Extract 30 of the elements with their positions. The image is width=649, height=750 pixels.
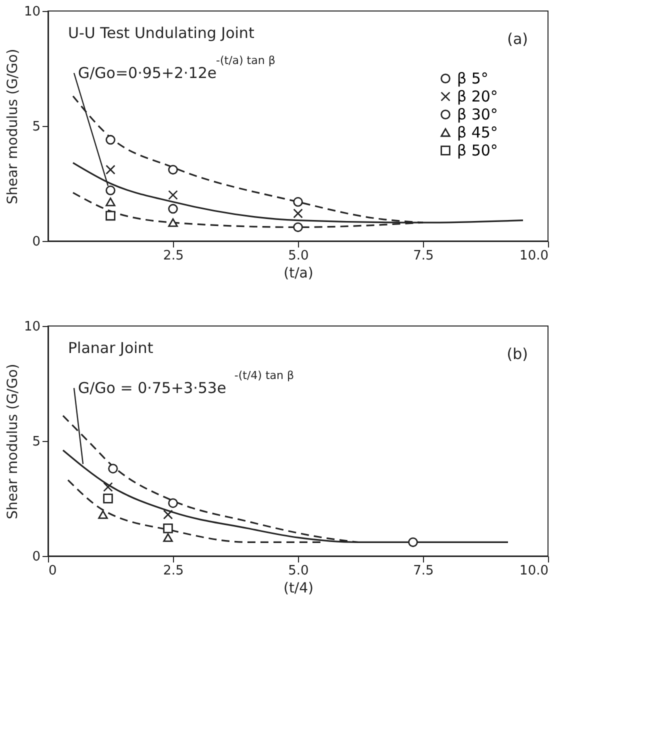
x-tick-label: 7.5 xyxy=(413,564,434,578)
y-axis-title: Shear modulus (G/Go) xyxy=(4,364,21,520)
y-axis-title: Shear modulus (G/Go) xyxy=(4,48,21,204)
y-tick-label: 10 xyxy=(24,320,40,334)
annotation: (b) xyxy=(506,345,528,363)
x-tick-label: 5.0 xyxy=(288,564,309,578)
y-tick-label: 5 xyxy=(32,434,40,450)
legend-label: β 30° xyxy=(457,106,498,124)
y-tick-label: 0 xyxy=(32,234,40,250)
annotation: (a) xyxy=(507,30,528,48)
x-tick-label: 10.0 xyxy=(520,564,548,578)
legend-label: β 45° xyxy=(457,124,498,142)
annotation: G/Go = 0·75+3·53e-(t/4) tan β xyxy=(78,369,294,397)
text: Planar Joint xyxy=(68,339,154,357)
x-tick-label: 10.0 xyxy=(520,248,548,264)
text: U-U Test Undulating Joint xyxy=(68,24,254,42)
x-tick-label: 7.5 xyxy=(413,248,434,264)
x-tick-label: 2.5 xyxy=(163,248,184,264)
x-tick-label: 0 xyxy=(48,564,57,578)
y-tick-label: 5 xyxy=(32,120,40,134)
x-tick-label: 2.5 xyxy=(163,564,184,578)
y-tick-label: 10 xyxy=(24,4,40,20)
annotation: G/Go=0·95+2·12e-(t/a) tan β xyxy=(78,54,276,82)
legend-label: β 20° xyxy=(457,88,498,106)
legend-label: β 50° xyxy=(457,142,498,160)
legend-label: β 5° xyxy=(457,70,488,88)
y-tick-label: 0 xyxy=(32,550,40,564)
x-axis-title: (t/4) xyxy=(283,580,314,596)
x-axis-title: (t/a) xyxy=(284,266,314,282)
x-tick-label: 5.0 xyxy=(288,248,309,264)
